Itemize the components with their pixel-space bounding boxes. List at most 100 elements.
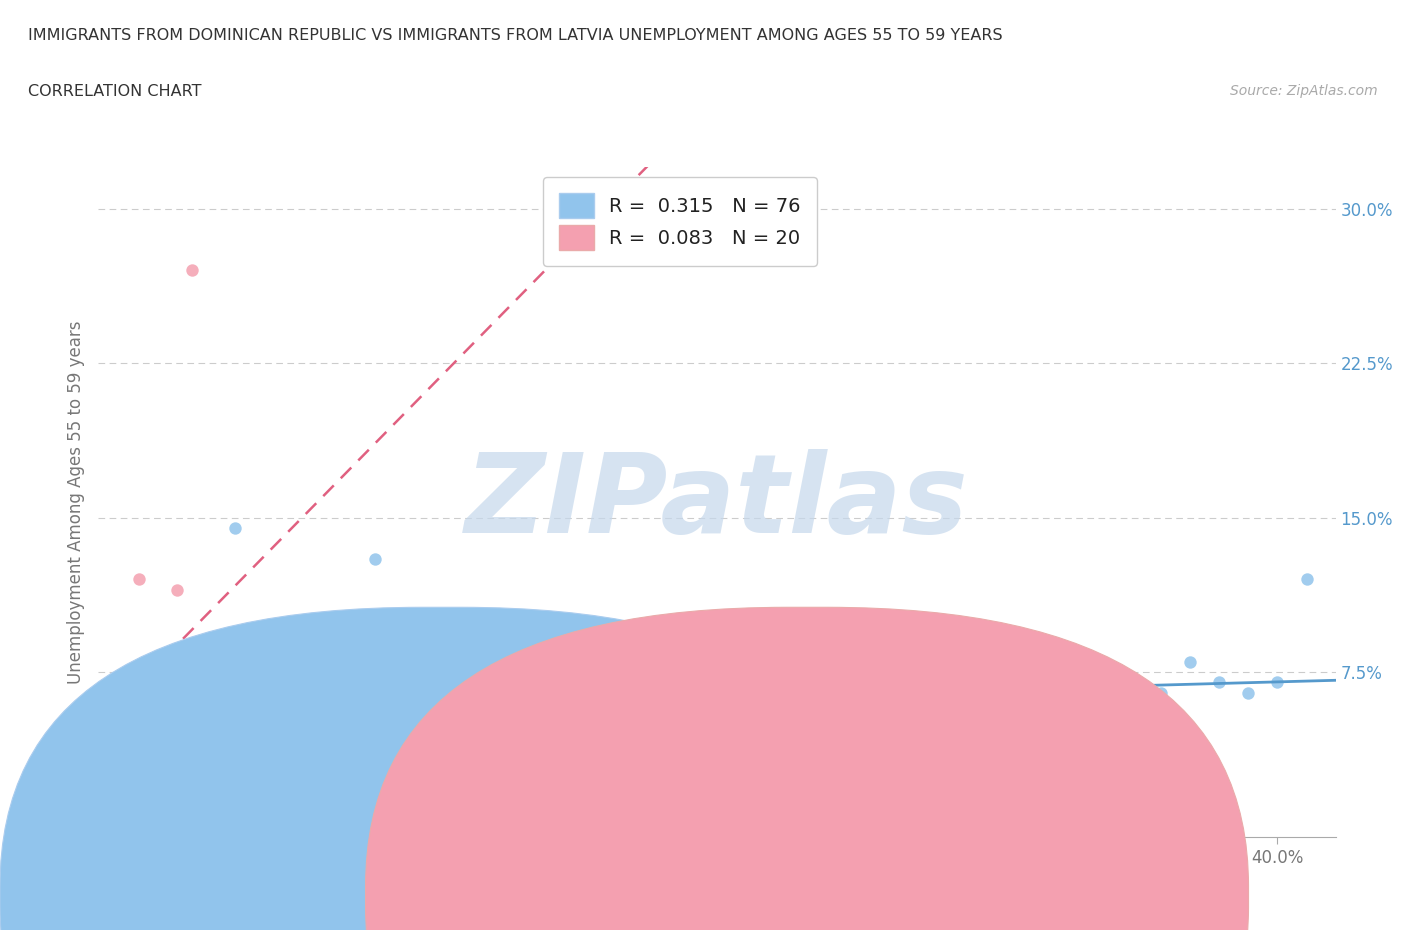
- Point: [166, 582, 188, 597]
- Point: [163, 737, 186, 751]
- Point: [142, 726, 165, 741]
- Point: [224, 521, 246, 536]
- Point: [160, 696, 183, 711]
- Point: [107, 696, 129, 711]
- Point: [247, 696, 270, 711]
- Point: [128, 716, 150, 731]
- Point: [125, 675, 148, 690]
- Point: [139, 685, 162, 700]
- Point: [188, 716, 211, 731]
- Point: [204, 706, 226, 721]
- Point: [157, 726, 180, 741]
- Point: [1150, 685, 1173, 700]
- Point: [321, 706, 343, 721]
- Point: [683, 706, 706, 721]
- Point: [117, 685, 139, 700]
- Point: [136, 716, 159, 731]
- Point: [148, 706, 170, 721]
- Point: [221, 716, 243, 731]
- Point: [291, 696, 314, 711]
- Point: [160, 696, 183, 711]
- Point: [139, 696, 162, 711]
- Point: [1091, 665, 1114, 680]
- Point: [148, 696, 170, 711]
- Point: [218, 706, 240, 721]
- Point: [180, 263, 202, 278]
- Point: [976, 685, 998, 700]
- Point: [364, 551, 387, 566]
- Point: [107, 696, 129, 711]
- Point: [131, 726, 153, 741]
- Legend: R =  0.315   N = 76, R =  0.083   N = 20: R = 0.315 N = 76, R = 0.083 N = 20: [543, 177, 817, 266]
- Point: [111, 706, 134, 721]
- Point: [335, 726, 357, 741]
- Point: [1208, 675, 1230, 690]
- Point: [122, 696, 145, 711]
- Point: [188, 685, 211, 700]
- Point: [193, 685, 215, 700]
- Text: Immigrants from Latvia: Immigrants from Latvia: [837, 887, 1032, 906]
- Y-axis label: Unemployment Among Ages 55 to 59 years: Unemployment Among Ages 55 to 59 years: [66, 321, 84, 684]
- Text: Source: ZipAtlas.com: Source: ZipAtlas.com: [1230, 84, 1378, 98]
- Point: [177, 696, 200, 711]
- Point: [166, 706, 188, 721]
- Point: [1033, 716, 1056, 731]
- Point: [169, 716, 191, 731]
- Point: [422, 716, 444, 731]
- Point: [131, 696, 153, 711]
- Point: [204, 696, 226, 711]
- Point: [120, 696, 142, 711]
- Point: [1267, 675, 1289, 690]
- Point: [174, 685, 197, 700]
- Point: [1237, 685, 1260, 700]
- Point: [229, 696, 252, 711]
- Text: CORRELATION CHART: CORRELATION CHART: [28, 84, 201, 99]
- Point: [125, 685, 148, 700]
- Point: [349, 706, 371, 721]
- Point: [538, 696, 561, 711]
- Point: [131, 696, 153, 711]
- Point: [277, 706, 299, 721]
- Point: [209, 737, 232, 751]
- Point: [242, 726, 264, 741]
- Point: [451, 726, 474, 741]
- Text: ZIPatlas: ZIPatlas: [465, 448, 969, 556]
- Point: [1063, 675, 1085, 690]
- Point: [145, 696, 167, 711]
- Point: [1121, 675, 1143, 690]
- Point: [509, 706, 531, 721]
- Point: [145, 685, 167, 700]
- Point: [1178, 655, 1201, 670]
- Point: [183, 706, 205, 721]
- Point: [305, 716, 328, 731]
- Point: [114, 696, 136, 711]
- Point: [259, 706, 281, 721]
- Text: IMMIGRANTS FROM DOMINICAN REPUBLIC VS IMMIGRANTS FROM LATVIA UNEMPLOYMENT AMONG : IMMIGRANTS FROM DOMINICAN REPUBLIC VS IM…: [28, 28, 1002, 43]
- Point: [174, 675, 197, 690]
- Point: [800, 696, 823, 711]
- Point: [117, 685, 139, 700]
- Point: [180, 726, 202, 741]
- Point: [253, 716, 276, 731]
- Point: [264, 737, 287, 751]
- Text: Immigrants from Dominican Republic: Immigrants from Dominican Republic: [471, 887, 780, 906]
- Point: [134, 706, 156, 721]
- Point: [207, 726, 229, 741]
- Point: [198, 696, 221, 711]
- Point: [212, 696, 235, 711]
- Point: [596, 716, 619, 731]
- Point: [136, 685, 159, 700]
- Point: [125, 706, 148, 721]
- Point: [742, 726, 765, 741]
- Point: [392, 696, 415, 711]
- Point: [155, 685, 177, 700]
- Point: [128, 572, 150, 587]
- Point: [152, 716, 174, 731]
- Point: [1295, 572, 1317, 587]
- Point: [270, 685, 292, 700]
- Point: [481, 696, 503, 711]
- Point: [917, 757, 939, 772]
- Point: [142, 655, 165, 670]
- Point: [172, 696, 194, 711]
- Point: [859, 706, 882, 721]
